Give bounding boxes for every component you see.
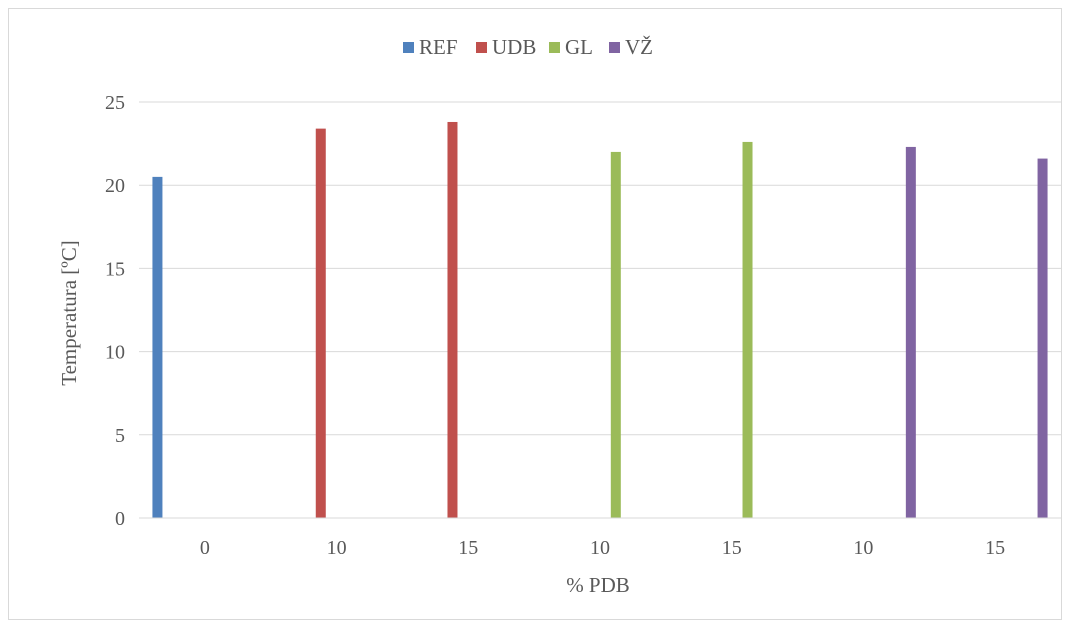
bar-gl — [610, 151, 621, 519]
x-tick-label: 15 — [722, 537, 742, 559]
legend-swatch-vž — [609, 42, 620, 53]
legend-swatch-udb — [476, 42, 487, 53]
y-axis-ticks: 0 5 10 15 20 25 — [105, 92, 125, 530]
legend-label: GL — [565, 35, 593, 59]
x-tick-label: 10 — [853, 537, 873, 559]
x-tick-label: 15 — [985, 537, 1005, 559]
x-tick-label: 0 — [200, 537, 210, 559]
chart-container: 0 5 10 15 20 25 0 10 15 10 15 10 15 REF UDB GL VŽ % PD… — [8, 8, 1062, 620]
y-tick-label: 10 — [105, 342, 125, 364]
bar-gl — [742, 141, 753, 518]
bar-vž — [1037, 158, 1048, 519]
x-tick-label: 10 — [590, 537, 610, 559]
y-tick-label: 25 — [105, 92, 125, 114]
x-tick-label: 15 — [458, 537, 478, 559]
x-tick-label: 10 — [327, 537, 347, 559]
legend-label: VŽ — [625, 35, 653, 59]
bar-udb — [315, 128, 326, 518]
y-axis-title: Temperatura [ºC] — [57, 240, 81, 386]
x-axis-title: % PDB — [566, 573, 630, 597]
y-tick-label: 20 — [105, 175, 125, 197]
bar-udb — [447, 121, 458, 518]
bar-chart: 0 5 10 15 20 25 0 10 15 10 15 10 15 REF UDB GL VŽ % PD… — [57, 35, 1061, 597]
gridlines — [139, 101, 1061, 436]
legend: REF UDB GL VŽ — [403, 35, 653, 59]
bar-vž — [905, 146, 916, 519]
bar-ref — [152, 176, 163, 518]
bars — [152, 121, 1048, 519]
x-axis-ticks: 0 10 15 10 15 10 15 — [200, 537, 1005, 559]
legend-label: UDB — [492, 35, 536, 59]
y-tick-label: 5 — [115, 425, 125, 447]
legend-swatch-gl — [549, 42, 560, 53]
legend-swatch-ref — [403, 42, 414, 53]
legend-label: REF — [419, 35, 458, 59]
y-tick-label: 0 — [115, 508, 125, 530]
y-tick-label: 15 — [105, 258, 125, 280]
